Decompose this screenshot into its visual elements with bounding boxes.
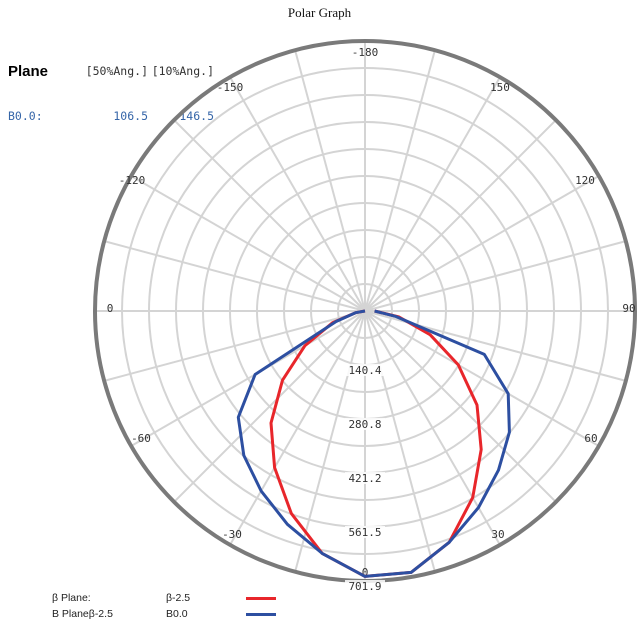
- grid-spoke: [364, 119, 557, 312]
- chart-title: Polar Graph: [287, 5, 352, 20]
- legend: β Plane: β-2.5 B Planeβ-2.5 B0.0: [52, 590, 276, 622]
- angle-label: -60: [131, 432, 151, 445]
- grid-spoke: [173, 310, 366, 503]
- angle-label: 30: [491, 528, 504, 541]
- stats-col1-header: [50%Ang.]: [85, 64, 148, 78]
- radial-tick-label: 280.8: [348, 418, 381, 431]
- grid-spoke: [130, 310, 366, 447]
- legend-series-label: B0.0: [166, 608, 188, 620]
- grid-spoke: [294, 49, 366, 312]
- angle-label: -180: [352, 46, 379, 59]
- legend-item: B Planeβ-2.5 B0.0: [52, 606, 276, 622]
- grid-spoke: [229, 310, 366, 546]
- stats-plane-header: Plane: [8, 63, 49, 80]
- grid-spoke: [364, 310, 501, 546]
- radial-tick-bg: [345, 580, 385, 592]
- stats-table: Plane [50%Ang.] [10%Ang.] B0.0: 106.5 14…: [8, 34, 214, 139]
- stats-col2-header: [10%Ang.]: [151, 64, 214, 78]
- grid-spoke: [103, 240, 366, 312]
- radial-tick-label: 140.4: [348, 364, 381, 377]
- grid-spoke: [364, 240, 627, 312]
- grid-spoke: [130, 175, 366, 312]
- angle-label: 0: [107, 302, 114, 315]
- legend-item: β Plane: β-2.5: [52, 590, 276, 606]
- radial-tick-bg: [345, 525, 385, 538]
- grid-spoke: [364, 310, 436, 573]
- grid-spoke: [294, 310, 366, 573]
- angle-label: 60: [584, 432, 597, 445]
- grid-spoke: [229, 76, 366, 312]
- radial-tick-label: 421.2: [348, 472, 381, 485]
- grid-spoke: [103, 310, 366, 382]
- angle-label: -150: [217, 81, 244, 94]
- angle-label: -120: [119, 174, 146, 187]
- stats-row-val1: 106.5: [113, 109, 148, 123]
- legend-swatch-blue: [246, 612, 276, 616]
- radial-tick-bg: [345, 418, 385, 431]
- stats-row-name: B0.0:: [8, 109, 43, 123]
- angle-label: -30: [222, 528, 242, 541]
- angle-label: 90: [622, 302, 635, 315]
- grid-spoke: [364, 310, 557, 503]
- radial-tick-bg: [345, 472, 385, 485]
- stats-row-val2: 146.5: [179, 109, 214, 123]
- angle-label: 0: [362, 566, 369, 579]
- grid-spoke: [364, 175, 600, 312]
- legend-series-label: β-2.5: [166, 592, 191, 604]
- legend-plane-label: B Planeβ-2.5: [52, 608, 113, 620]
- radial-tick-bg: [345, 364, 385, 377]
- radial-tick-label: 561.5: [348, 526, 381, 539]
- angle-label: 150: [490, 81, 510, 94]
- legend-swatch-red: [246, 596, 276, 600]
- grid-spoke: [364, 76, 501, 312]
- series-line-blue: [236, 309, 511, 578]
- grid-spoke: [364, 49, 436, 312]
- legend-plane-label: β Plane:: [52, 592, 91, 604]
- radial-tick-label: 701.9: [348, 580, 381, 593]
- grid-spoke: [364, 310, 600, 447]
- grid-spoke: [173, 119, 366, 312]
- angle-label: 120: [575, 174, 595, 187]
